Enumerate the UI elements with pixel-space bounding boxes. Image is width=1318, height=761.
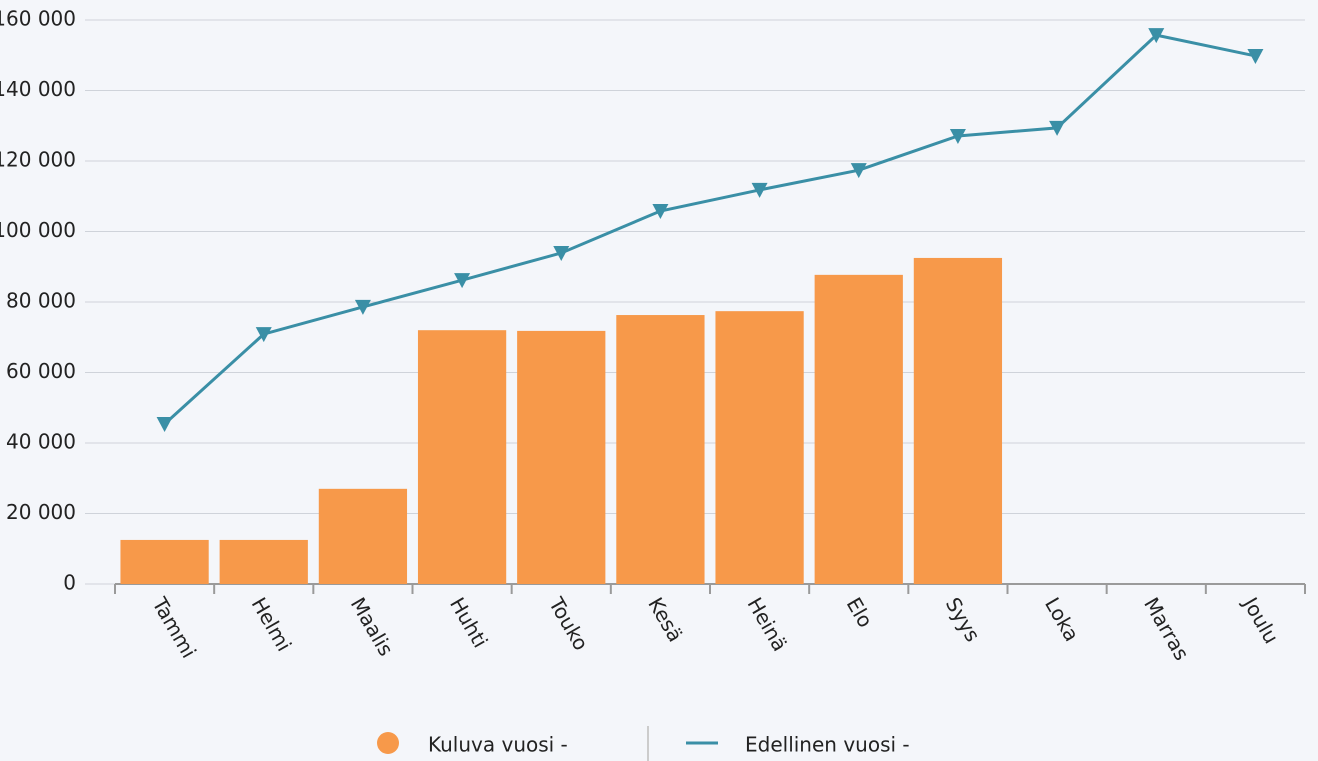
- legend-marker: [377, 732, 399, 754]
- x-tick-label: Maalis: [346, 593, 398, 660]
- x-tick-label: Kesä: [643, 593, 687, 646]
- line-marker: [751, 182, 768, 198]
- bar: [616, 315, 705, 584]
- line-marker: [1247, 48, 1264, 64]
- line-marker: [850, 163, 867, 179]
- y-tick-label: 20 000: [6, 500, 76, 524]
- bar: [814, 274, 903, 584]
- x-tick-label: Helmi: [247, 593, 297, 655]
- y-tick-label: 80 000: [6, 289, 76, 313]
- bar: [120, 539, 209, 584]
- line-marker: [1148, 28, 1165, 44]
- line-marker: [949, 128, 966, 144]
- y-tick-label: 60 000: [6, 359, 76, 383]
- line-marker: [454, 273, 471, 289]
- bar: [715, 311, 804, 584]
- bar: [517, 330, 606, 584]
- line-marker: [255, 327, 272, 343]
- bar: [913, 257, 1003, 584]
- x-tick-label: Joulu: [1237, 592, 1283, 648]
- line-marker: [354, 299, 371, 315]
- line-marker: [156, 416, 173, 432]
- y-tick-label: 140 000: [0, 77, 76, 101]
- y-tick-label: 0: [63, 571, 76, 595]
- x-tick-label: Loka: [1040, 593, 1084, 645]
- y-tick-label: 40 000: [6, 430, 76, 454]
- legend-label: Edellinen vuosi -: [745, 733, 910, 757]
- line-marker: [1049, 120, 1066, 136]
- y-tick-label: 100 000: [0, 218, 76, 242]
- x-tick-label: Huhti: [445, 593, 493, 652]
- bar: [219, 539, 308, 584]
- line: [163, 33, 1256, 426]
- bar: [417, 330, 507, 584]
- x-tick-label: Touko: [544, 592, 594, 654]
- x-tick-label: Tammi: [147, 592, 201, 662]
- y-tick-label: 120 000: [0, 148, 76, 172]
- x-tick-label: Heinä: [742, 593, 792, 655]
- bar: [318, 488, 408, 584]
- line-marker: [553, 246, 570, 262]
- x-tick-label: Marras: [1139, 593, 1194, 664]
- y-tick-label: 160 000: [0, 7, 76, 31]
- x-tick-label: Syys: [941, 593, 985, 646]
- line-marker: [652, 204, 669, 220]
- x-tick-label: Elo: [842, 593, 878, 631]
- legend-label: Kuluva vuosi -: [428, 733, 568, 757]
